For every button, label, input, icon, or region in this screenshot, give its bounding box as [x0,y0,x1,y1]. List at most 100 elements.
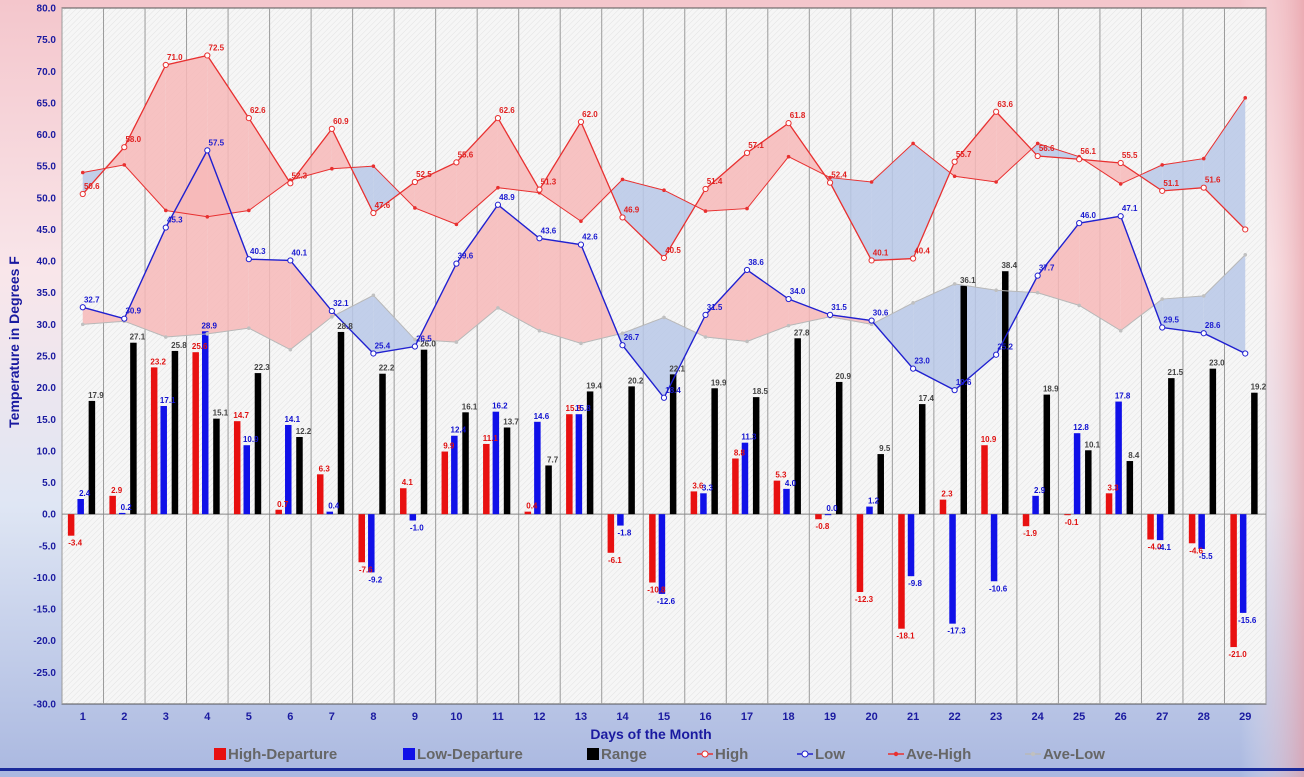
bar-high-departure [109,495,116,515]
bar-low-departure [1115,401,1122,515]
bar-high-departure [856,514,864,593]
bar-high-departure [1064,514,1071,516]
data-label-high: 40.4 [914,247,930,256]
bar-high-departure [939,499,947,515]
high-vs-average-fill [1120,163,1140,184]
x-tick-label: 15 [658,711,670,723]
data-label-range: 36.1 [960,276,976,285]
bar-range [503,427,511,515]
point-ave-low [662,315,666,320]
legend: High-Departure Low-Departure Range High Low A… [214,746,1105,763]
data-label-low-departure: 17.8 [1115,392,1131,401]
point-high [162,61,169,69]
point-ave-high [579,219,583,224]
point-high [370,209,377,217]
point-ave-high [1118,182,1123,186]
point-high [743,149,751,156]
low-vs-average-fill [82,307,125,325]
point-low [411,343,418,350]
data-label-low-departure: 2.4 [79,489,91,498]
x-tick-label: 4 [204,711,211,723]
y-tick-label: 5.0 [42,478,56,489]
data-label-low-departure: 0.0 [826,504,838,513]
point-low [453,260,460,267]
point-ave-low [786,323,791,328]
bar-range [254,373,262,515]
y-tick-label: 55.0 [37,162,57,173]
legend-swatch-range [587,748,599,760]
point-ave-low [163,335,168,339]
low-vs-average-fill [456,204,498,343]
y-tick-label: -5.0 [39,541,57,552]
low-vs-average-fill [1162,295,1204,334]
point-low [702,311,709,318]
x-axis-title: Days of the Month [590,726,711,742]
bar-high-departure [275,509,282,515]
low-vs-average-fill [124,227,166,338]
data-label-low: 30.9 [125,307,141,316]
data-label-high: 50.6 [84,182,100,191]
bar-high-departure [1188,514,1196,544]
point-high [536,186,543,193]
point-ave-high [163,208,168,213]
bar-range [1002,271,1009,515]
data-label-range: 22.3 [254,363,270,372]
data-label-low: 45.3 [167,216,183,225]
data-label-range: 17.9 [88,391,104,400]
data-label-low-departure: 14.6 [534,412,550,421]
data-label-low: 25.2 [997,343,1013,352]
point-ave-high [745,206,749,211]
point-low [1242,350,1249,357]
x-tick-label: 12 [533,711,545,723]
bar-high-departure [1022,514,1030,527]
legend-swatch-high-departure [214,748,226,760]
data-label-high: 40.5 [665,246,681,255]
data-label-low-departure: -10.6 [989,584,1008,593]
point-low [826,311,834,318]
point-ave-high [330,166,334,171]
data-label-high-departure: -21.0 [1228,650,1247,659]
bar-high-departure [815,514,822,520]
x-tick-label: 21 [907,711,919,723]
bar-range [545,465,552,515]
point-low [868,317,875,324]
high-vs-average-fill [400,182,415,208]
point-low [1200,330,1207,337]
point-ave-low [496,306,500,310]
data-label-high: 55.7 [956,150,972,159]
x-tick-label: 20 [865,711,877,723]
data-label-low: 26.5 [416,335,432,344]
bar-low-departure [1239,514,1247,613]
bar-low-departure [285,424,292,515]
bar-low-departure [534,421,541,515]
bar-high-departure [358,514,366,563]
bar-low-departure [451,435,458,515]
data-label-low-departure: -15.6 [1238,616,1257,625]
x-tick-label: 18 [782,711,794,723]
data-label-range: 28.8 [337,322,353,331]
point-ave-low [454,340,459,344]
y-tick-label: 10.0 [37,446,57,457]
point-low [660,394,668,401]
x-tick-label: 22 [948,711,960,723]
point-low [204,147,211,154]
y-tick-label: 75.0 [37,35,57,46]
point-low [951,387,958,394]
point-ave-low [1077,303,1081,308]
point-ave-low [994,288,998,292]
data-label-high: 51.3 [541,178,557,187]
x-tick-label: 24 [1032,711,1045,723]
x-tick-label: 6 [287,711,293,723]
bar-high-departure [773,480,781,515]
point-ave-low [80,322,85,327]
data-label-low: 40.3 [250,247,266,256]
data-label-range: 19.9 [711,378,727,387]
x-tick-label: 26 [1115,711,1127,723]
y-axis-ticks: -30.0 -25.0 -20.0 -15.0 -10.0 -5.0 0.0 5.0 10.0 1… [33,4,56,711]
data-label-range: 12.2 [296,427,312,436]
x-tick-label: 13 [575,711,587,723]
data-label-high-departure: 6.3 [319,464,331,473]
bar-range [877,454,884,515]
point-low [79,304,86,311]
high-vs-average-fill [747,123,789,209]
